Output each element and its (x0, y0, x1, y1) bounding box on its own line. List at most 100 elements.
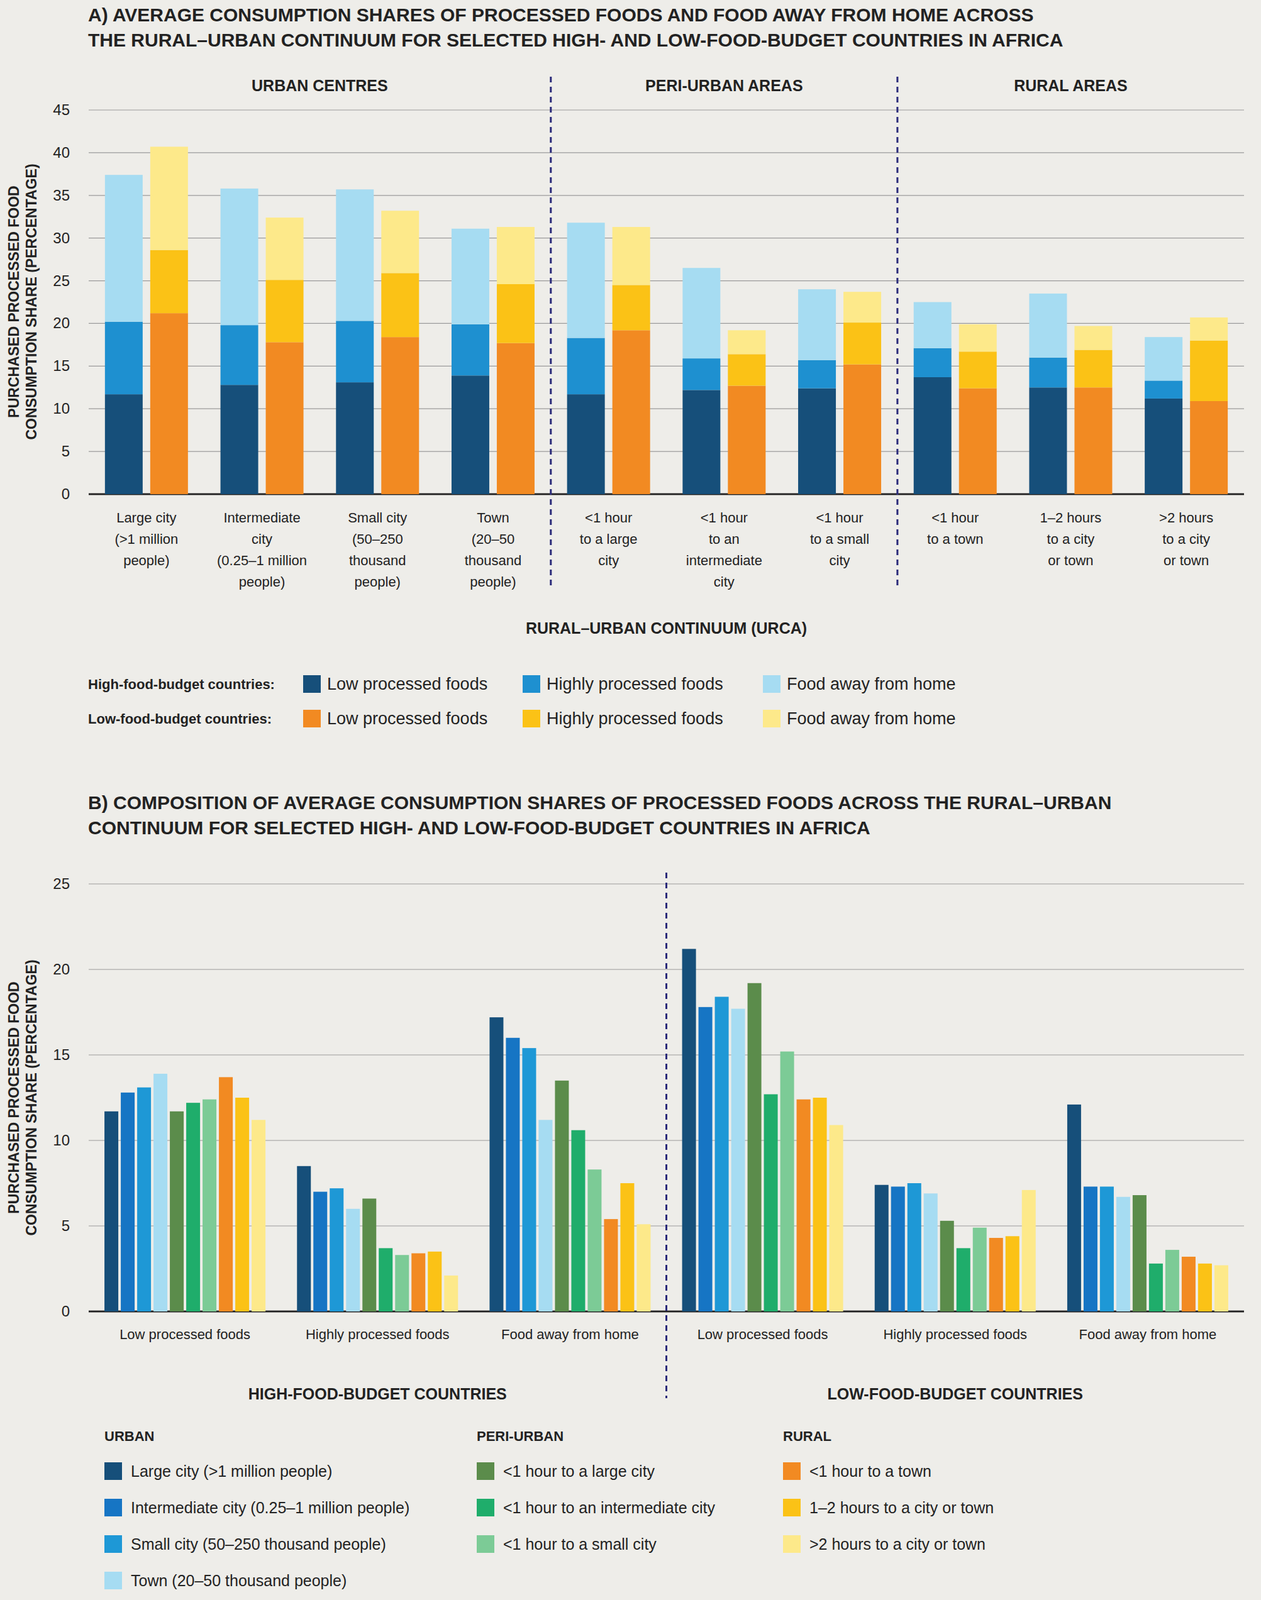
bar (1181, 1257, 1196, 1312)
bar-segment (843, 364, 882, 495)
gridline (88, 237, 1245, 239)
legend-label: Small city (50–250 thousand people) (130, 1535, 387, 1554)
tick-label: 0 (61, 485, 70, 503)
bar-segment (567, 338, 606, 395)
chart-root: A) AVERAGE CONSUMPTION SHARES OF PROCESS… (0, 0, 1261, 1600)
bar-segment (266, 279, 304, 343)
bar-segment (1144, 398, 1183, 495)
bar-segment (612, 284, 651, 331)
category-label: Low processed foods (119, 1327, 251, 1343)
tick-label: 25 (52, 875, 70, 893)
bar (956, 1248, 971, 1312)
text-line: HIGH-FOOD-BUDGET COUNTRIES (248, 1385, 507, 1404)
tick-label: 0 (61, 1303, 70, 1321)
bar-segment (451, 324, 490, 376)
legend-swatch (104, 1535, 123, 1554)
bar (362, 1198, 377, 1312)
legend-section-label: PERI-URBAN (476, 1428, 564, 1445)
legend-section-label: RURAL (783, 1428, 832, 1445)
bar (444, 1276, 458, 1312)
text-line: <1 hour to an intermediate city (503, 1499, 716, 1517)
text-line: city (713, 574, 735, 590)
bar-segment (1189, 317, 1228, 341)
text-line: 0 (61, 485, 70, 503)
text-line: Large city (116, 510, 177, 526)
category-label: Highly processed foods (883, 1327, 1028, 1343)
chart-title: B) COMPOSITION OF AVERAGE CONSUMPTION SH… (88, 792, 1112, 839)
bar (764, 1094, 778, 1312)
legend-swatch (522, 675, 541, 694)
bar (427, 1252, 442, 1312)
text-line: High-food-budget countries: (88, 676, 275, 693)
bar-segment (798, 360, 836, 389)
text-line: >2 hours (1159, 510, 1214, 526)
bar (505, 1038, 520, 1312)
y-axis-title: PURCHASED PROCESSED FOODCONSUMPTION SHAR… (5, 959, 40, 1236)
text-line: RURAL AREAS (1013, 76, 1128, 95)
text-line: (0.25–1 million (216, 552, 307, 569)
bar (731, 1009, 746, 1312)
legend-label: Town (20–50 thousand people) (130, 1572, 347, 1590)
legend-swatch (104, 1499, 123, 1517)
text-line: Small city (50–250 thousand people) (130, 1535, 387, 1554)
category-label: Food away from home (1078, 1327, 1217, 1343)
text-line: 10 (52, 399, 70, 417)
bar (891, 1186, 906, 1312)
text-line: B) COMPOSITION OF AVERAGE CONSUMPTION SH… (88, 792, 1112, 814)
bar-segment (381, 210, 419, 273)
legend-label: Low processed foods (327, 674, 488, 694)
text-line: city (829, 552, 851, 569)
bar (137, 1088, 151, 1312)
chart-title: A) AVERAGE CONSUMPTION SHARES OF PROCESS… (88, 4, 1063, 51)
text-line: Highly processed foods (546, 674, 724, 694)
text-line: to a small (810, 531, 870, 548)
bar (153, 1074, 168, 1312)
category-label: 1–2 hoursto a cityor town (1040, 510, 1102, 569)
legend-label: Food away from home (786, 709, 956, 729)
gridline (88, 109, 1245, 111)
category-label: <1 hourto a town (927, 510, 984, 548)
bar-segment (1144, 337, 1183, 381)
text-line: Intermediate city (0.25–1 million people… (130, 1499, 410, 1517)
bar (169, 1111, 184, 1312)
legend-swatch (476, 1499, 495, 1517)
gridline (88, 323, 1245, 324)
legend-label: <1 hour to a large city (503, 1462, 656, 1481)
bar (120, 1093, 135, 1312)
bar (202, 1099, 217, 1312)
category-label: Intermediatecity(0.25–1 millionpeople) (216, 510, 307, 590)
text-line: RURAL (783, 1428, 832, 1445)
category-label: <1 hourto anintermediatecity (686, 510, 763, 590)
bar-segment (682, 358, 721, 390)
text-line: <1 hour (815, 510, 863, 526)
bar (1022, 1190, 1036, 1312)
gridline (88, 366, 1245, 367)
text-line: people) (238, 574, 285, 590)
bar-segment (266, 217, 304, 280)
tick-label: 25 (52, 272, 70, 290)
text-line: <1 hour to a small city (503, 1535, 657, 1554)
text-line: 45 (52, 101, 70, 119)
text-line: URBAN CENTRES (251, 76, 389, 95)
bar (1149, 1264, 1163, 1312)
bar-segment (220, 188, 259, 326)
bar (796, 1099, 811, 1312)
text-line: Low processed foods (327, 709, 488, 729)
bar-segment (1189, 340, 1228, 402)
axis-line (88, 493, 1245, 496)
bar-segment (913, 302, 952, 349)
legend-swatch (104, 1462, 123, 1481)
bar (218, 1077, 233, 1312)
text-line: CONTINUUM FOR SELECTED HIGH- AND LOW-FOO… (88, 817, 871, 839)
bar-segment (612, 227, 651, 285)
legend-group-label: High-food-budget countries: (88, 676, 275, 693)
bar-segment (1144, 380, 1183, 399)
bar (378, 1248, 393, 1312)
text-line: to an (708, 531, 740, 548)
text-line: 35 (52, 186, 70, 204)
text-line: <1 hour to a town (809, 1462, 932, 1481)
text-line: 5 (61, 442, 70, 460)
text-line: thousand (349, 552, 407, 569)
text-line: <1 hour (700, 510, 748, 526)
text-line: 25 (52, 272, 70, 290)
